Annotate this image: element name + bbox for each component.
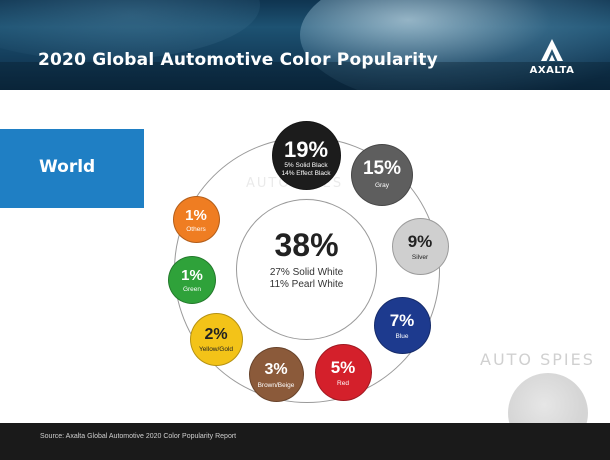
bubble-percentage: 1% — [181, 267, 203, 284]
bubble-label: Red — [337, 379, 349, 387]
bubble-percentage: 9% — [407, 231, 433, 251]
color-bubble-green: 1% Green — [168, 256, 216, 304]
center-detail-line-2: 11% Pearl White — [269, 279, 344, 290]
color-bubble-black: 19% 5% Solid Black 14% Effect Black — [271, 120, 341, 190]
logo-text: AXALTA — [529, 65, 575, 76]
bubble-label: Silver — [411, 253, 429, 261]
axalta-logo: AXALTA — [527, 38, 577, 78]
color-bubble-brown-beige: 3% Brown/Beige — [248, 346, 304, 402]
bubble-percentage: 5% — [330, 357, 356, 377]
bubble-label: Gray — [374, 182, 390, 189]
bubble-label: Brown/Beige — [257, 381, 295, 389]
color-bubble-red: 5% Red — [314, 343, 372, 401]
bubble-label: Green — [182, 286, 202, 293]
center-bubble-white: 38% 27% Solid White 11% Pearl White — [236, 199, 377, 340]
bubble-percentage: 19% — [283, 136, 329, 162]
region-label-box: World — [0, 129, 144, 208]
bubble-percentage: 7% — [389, 310, 415, 330]
color-bubble-silver: 9% Silver — [391, 217, 449, 275]
page-title: 2020 Global Automotive Color Popularity — [38, 50, 438, 70]
center-detail-line-1: 27% Solid White — [269, 267, 344, 278]
bubble-percentage: 2% — [204, 325, 228, 343]
header-banner — [0, 0, 610, 90]
watermark-text: AUTO SPIES — [480, 350, 595, 369]
bubble-label: Others — [186, 225, 206, 233]
color-bubble-gray: 15% Gray — [351, 144, 413, 206]
bubble-percentage: 3% — [264, 360, 288, 378]
center-percentage: 38% — [274, 227, 339, 263]
bubble-label: 14% Effect Black — [281, 169, 331, 177]
color-bubble-yellow-gold: 2% Yellow/Gold — [189, 312, 243, 366]
bubble-label: Yellow/Gold — [198, 345, 234, 353]
wave-image — [300, 0, 610, 90]
bubble-label: 5% Solid Black — [284, 161, 328, 169]
bubble-percentage: 1% — [185, 206, 207, 224]
bubble-percentage: 15% — [362, 158, 402, 179]
header-band — [0, 62, 610, 90]
source-note: Source: Axalta Global Automotive 2020 Co… — [40, 433, 237, 440]
axalta-logo-icon — [541, 39, 563, 61]
color-bubble-others: 1% Others — [172, 195, 220, 243]
footer-bar — [0, 423, 610, 460]
bubble-label: Blue — [395, 332, 409, 340]
region-label: World — [39, 157, 96, 177]
color-bubble-blue: 7% Blue — [373, 296, 431, 354]
